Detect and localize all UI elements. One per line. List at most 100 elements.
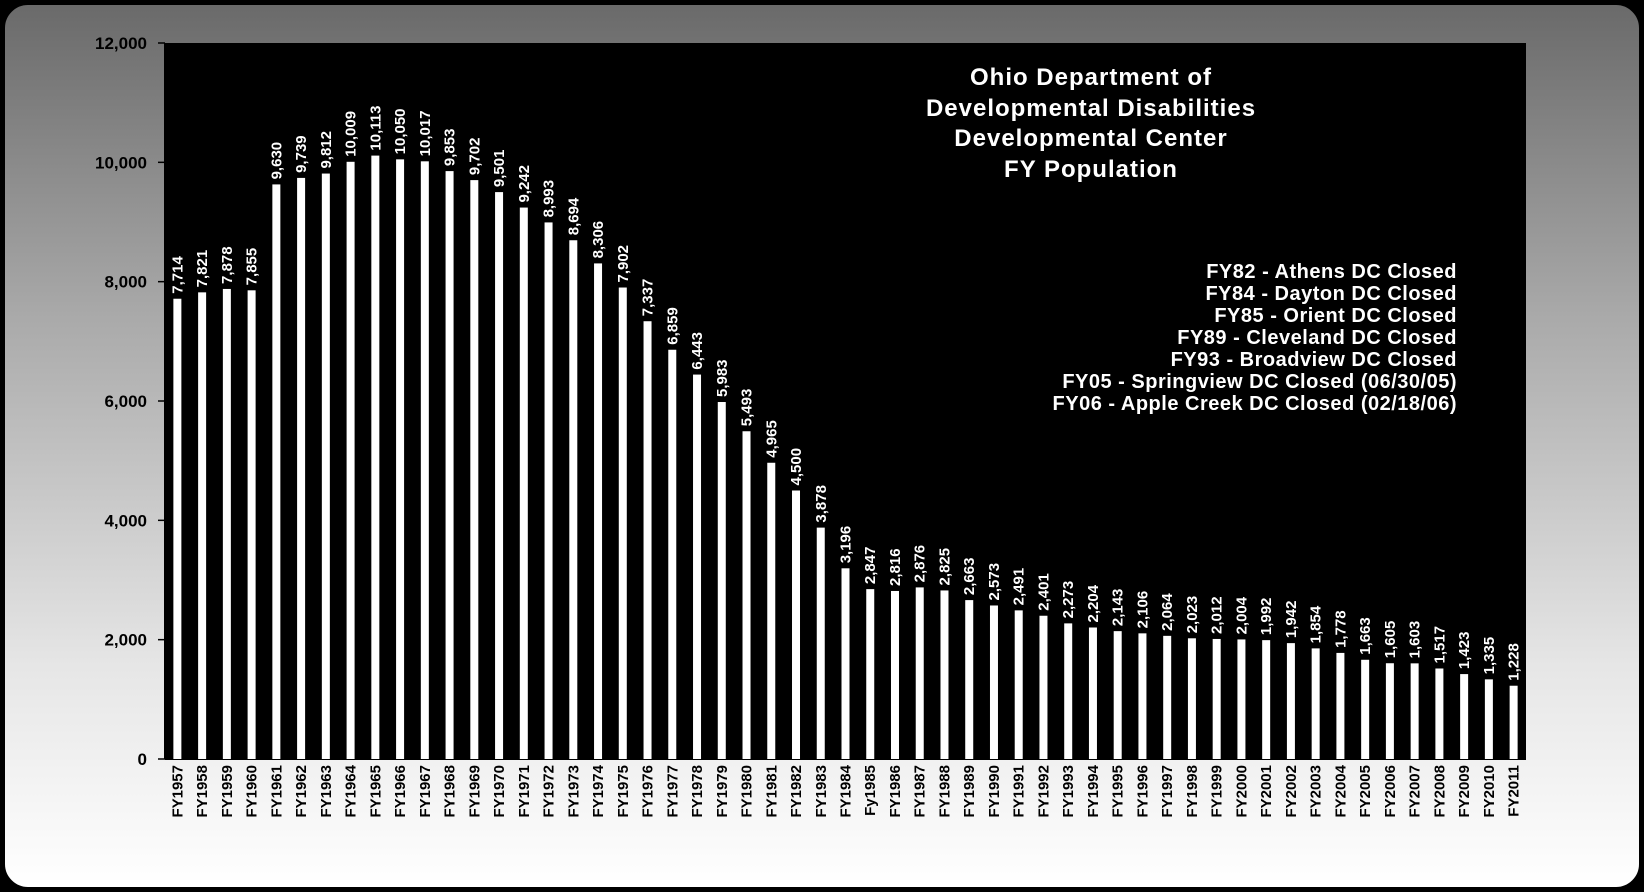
data-label: 7,878 — [219, 246, 236, 284]
x-tick-label: FY1997 — [1159, 765, 1176, 818]
title-line-1: Ohio Department of — [970, 64, 1212, 91]
bar-fy1969 — [470, 180, 479, 759]
bar-fy1985 — [866, 589, 875, 759]
bar-fy1999 — [1212, 638, 1221, 759]
x-tick-label: FY1957 — [169, 765, 186, 818]
data-label: 2,106 — [1134, 591, 1151, 629]
x-tick-label: FY1966 — [392, 765, 409, 818]
data-label: 2,816 — [887, 548, 904, 586]
bar-fy1977 — [668, 349, 677, 759]
data-label: 9,702 — [466, 138, 483, 176]
bar-fy1997 — [1163, 635, 1172, 759]
x-tick-label: FY1990 — [986, 765, 1003, 818]
bar-fy1992 — [1039, 615, 1048, 759]
chart-title: Ohio Department of Developmental Disabil… — [926, 64, 1256, 183]
bar-fy1998 — [1187, 638, 1196, 759]
x-tick-label: FY1977 — [664, 765, 681, 818]
x-tick-label: FY1976 — [640, 765, 657, 818]
data-label: 2,876 — [912, 545, 929, 583]
x-tick-label: FY1987 — [912, 765, 929, 818]
x-tick-label: FY1965 — [367, 765, 384, 818]
data-label: 2,401 — [1035, 573, 1052, 611]
data-label: 2,663 — [961, 558, 978, 596]
bar-fy1973 — [569, 240, 578, 759]
data-label: 2,573 — [986, 563, 1003, 601]
note-fy89: FY89 - Cleveland DC Closed — [1177, 327, 1457, 349]
x-tick-label: FY1982 — [788, 765, 805, 818]
x-tick-label: FY1986 — [887, 765, 904, 818]
bar-fy1995 — [1113, 631, 1122, 759]
x-tick-label: FY1994 — [1085, 764, 1102, 817]
y-tick-label: 4,000 — [104, 511, 147, 530]
x-tick-label: FY1963 — [318, 765, 335, 818]
x-tick-label: FY1961 — [268, 765, 285, 818]
data-label: 5,493 — [739, 389, 756, 427]
y-tick-label: 2,000 — [104, 631, 147, 650]
x-tick-label: FY1983 — [813, 765, 830, 818]
data-label: 5,983 — [714, 359, 731, 397]
data-label: 9,853 — [442, 129, 459, 167]
data-label: 10,017 — [417, 110, 434, 156]
bar-fy1993 — [1064, 623, 1073, 759]
bar-fy1974 — [594, 263, 603, 759]
data-label: 3,878 — [813, 485, 830, 523]
data-label: 2,273 — [1060, 581, 1077, 619]
bar-fy2009 — [1460, 674, 1469, 759]
x-tick-label: FY2002 — [1283, 765, 1300, 818]
data-label: 7,902 — [615, 245, 632, 283]
note-fy85: FY85 - Orient DC Closed — [1214, 305, 1457, 327]
bar-fy1983 — [816, 527, 825, 759]
data-label: 2,847 — [862, 547, 879, 585]
x-axis: FY1957 FY1958 FY1959 FY1960 FY1961 FY1962 FY19… — [165, 758, 1526, 818]
bar-fy1988 — [940, 590, 949, 759]
x-tick-label: FY1981 — [763, 765, 780, 818]
data-label: 7,855 — [244, 248, 261, 286]
bar-fy1960 — [247, 290, 256, 759]
title-line-3: Developmental Center — [954, 125, 1227, 152]
title-line-2: Developmental Disabilities — [926, 95, 1256, 122]
bar-fy1961 — [272, 184, 281, 759]
bar-fy2002 — [1286, 643, 1295, 759]
bar-fy1968 — [445, 171, 454, 759]
data-label: 2,143 — [1110, 589, 1127, 627]
bar-fy1976 — [643, 321, 652, 759]
data-label: 3,196 — [838, 526, 855, 564]
bars — [173, 155, 1518, 760]
data-label: 1,335 — [1481, 637, 1498, 675]
bar-fy2008 — [1435, 668, 1444, 759]
data-label: 2,491 — [1011, 568, 1028, 606]
bar-fy2011 — [1509, 685, 1518, 759]
data-label: 1,854 — [1308, 605, 1325, 643]
data-label: 9,501 — [491, 150, 508, 188]
bar-fy1963 — [321, 173, 330, 759]
x-tick-label: FY1984 — [838, 764, 855, 817]
data-label: 1,942 — [1283, 601, 1300, 639]
x-tick-label: FY1975 — [615, 765, 632, 818]
bar-fy1957 — [173, 298, 182, 759]
x-tick-label: FY1973 — [565, 765, 582, 818]
data-label: 2,012 — [1209, 596, 1226, 634]
note-fy06: FY06 - Apple Creek DC Closed (02/18/06) — [1053, 393, 1457, 415]
data-label: 8,993 — [541, 180, 558, 218]
x-tick-label: FY1974 — [590, 764, 607, 817]
bar-fy1980 — [742, 431, 751, 759]
bar-fy2004 — [1336, 652, 1345, 759]
bar-fy1965 — [371, 155, 380, 759]
x-tick-label: FY1998 — [1184, 765, 1201, 818]
bar-fy2007 — [1410, 663, 1419, 759]
data-label: 2,004 — [1233, 596, 1250, 634]
y-tick-label: 6,000 — [104, 392, 147, 411]
x-tick-label: FY1968 — [442, 765, 459, 818]
bar-fy2006 — [1385, 663, 1394, 759]
x-tick-label: FY1993 — [1060, 765, 1077, 818]
x-tick-label: FY2006 — [1382, 765, 1399, 818]
x-tick-label: FY1958 — [194, 765, 211, 818]
data-label: 1,778 — [1332, 610, 1349, 648]
data-label: 1,423 — [1456, 632, 1473, 670]
x-tick-label: FY1970 — [491, 765, 508, 818]
bar-fy1967 — [420, 161, 429, 760]
x-tick-label: FY1971 — [516, 765, 533, 818]
bar-fy1962 — [297, 177, 306, 760]
bar-fy1984 — [841, 568, 850, 759]
x-tick-label: FY1999 — [1209, 765, 1226, 818]
